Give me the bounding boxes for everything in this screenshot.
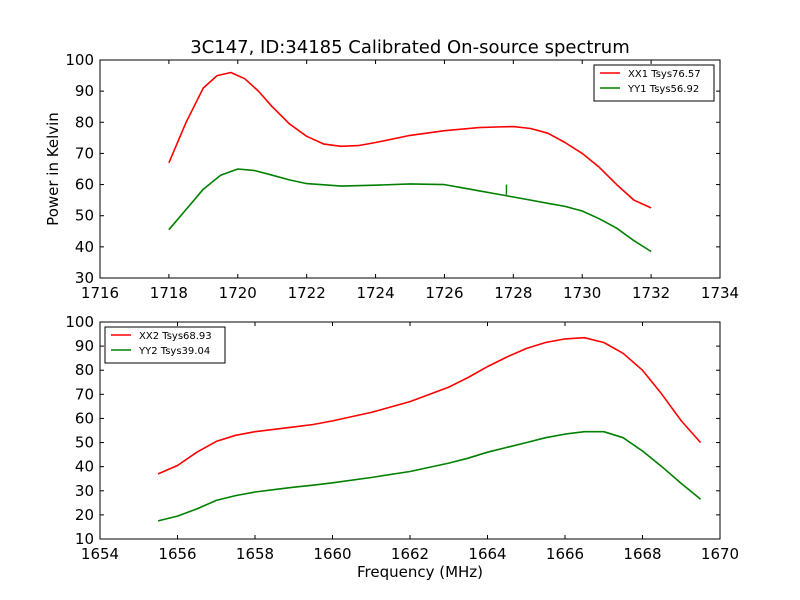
bottom-y-tick-label: 20 bbox=[75, 506, 94, 524]
bottom-y-tick-label: 70 bbox=[75, 385, 94, 403]
top-x-tick-label: 1724 bbox=[356, 284, 394, 302]
bottom-series-1-line bbox=[157, 336, 702, 475]
bottom-x-tick-label: 1656 bbox=[158, 545, 196, 563]
bottom-x-tick-label: 1664 bbox=[468, 545, 506, 563]
top-x-tick-label: 1716 bbox=[81, 284, 119, 302]
top-legend-label-1: XX1 Tsys76.57 bbox=[628, 69, 701, 80]
chart-title: 3C147, ID:34185 Calibrated On-source spe… bbox=[190, 37, 630, 58]
top-panel: 1716 1718 1720 1722 1724 1726 1728 1730 1732 1734… bbox=[44, 51, 739, 302]
top-series-2-line bbox=[168, 168, 652, 253]
bottom-x-tick-label: 1658 bbox=[236, 545, 274, 563]
top-x-tick-label: 1728 bbox=[494, 284, 532, 302]
bottom-y-tick-label: 90 bbox=[75, 337, 94, 355]
top-x-tick-label: 1718 bbox=[150, 284, 188, 302]
bottom-y-tick-label: 50 bbox=[75, 434, 94, 452]
top-y-axis-label: Power in Kelvin bbox=[44, 112, 62, 226]
top-y-tick-label: 50 bbox=[75, 207, 94, 225]
top-x-tick-label: 1734 bbox=[701, 284, 739, 302]
top-y-tick-label: 90 bbox=[75, 82, 94, 100]
top-series-1-line bbox=[168, 71, 652, 209]
top-x-tick-label: 1722 bbox=[288, 284, 326, 302]
top-legend-label-2: YY1 Tsys56.92 bbox=[627, 84, 699, 95]
top-x-tick-label: 1720 bbox=[219, 284, 257, 302]
bottom-y-tick-label: 30 bbox=[75, 482, 94, 500]
top-y-tick-label: 80 bbox=[75, 113, 94, 131]
top-y-tick-label: 100 bbox=[65, 51, 94, 69]
bottom-y-tick-label: 60 bbox=[75, 409, 94, 427]
bottom-legend-label-1: XX2 Tsys68.93 bbox=[139, 331, 212, 342]
top-legend-box bbox=[593, 64, 715, 102]
bottom-legend-label-2: YY2 Tsys39.04 bbox=[138, 346, 210, 357]
top-y-tick-label: 30 bbox=[75, 269, 94, 287]
top-x-tick-label: 1730 bbox=[563, 284, 601, 302]
bottom-x-tick-label: 1670 bbox=[701, 545, 739, 563]
bottom-x-tick-label: 1654 bbox=[81, 545, 119, 563]
top-x-tick-label: 1732 bbox=[632, 284, 670, 302]
bottom-legend: XX2 Tsys68.93 YY2 Tsys39.04 bbox=[104, 326, 226, 364]
top-legend: XX1 Tsys76.57 YY1 Tsys56.92 bbox=[593, 64, 715, 102]
bottom-x-axis-label: Frequency (MHz) bbox=[357, 563, 483, 581]
bottom-y-tick-label: 40 bbox=[75, 458, 94, 476]
bottom-y-tick-label: 80 bbox=[75, 361, 94, 379]
bottom-series-2-line bbox=[157, 430, 702, 522]
top-y-tick-label: 40 bbox=[75, 238, 94, 256]
bottom-x-tick-label: 1662 bbox=[391, 545, 429, 563]
top-axes-frame bbox=[99, 59, 721, 279]
bottom-x-tick-label: 1660 bbox=[313, 545, 351, 563]
bottom-x-tick-label: 1666 bbox=[546, 545, 584, 563]
bottom-panel: 1654 1656 1658 1660 1662 1664 1666 1668 1670 10 20… bbox=[65, 313, 739, 581]
bottom-y-tick-label: 10 bbox=[75, 530, 94, 548]
bottom-y-tick-label: 100 bbox=[65, 313, 94, 331]
bottom-legend-box bbox=[104, 326, 226, 364]
top-y-tick-label: 60 bbox=[75, 176, 94, 194]
top-y-tick-label: 70 bbox=[75, 144, 94, 162]
top-x-tick-label: 1726 bbox=[425, 284, 463, 302]
bottom-x-tick-label: 1668 bbox=[623, 545, 661, 563]
